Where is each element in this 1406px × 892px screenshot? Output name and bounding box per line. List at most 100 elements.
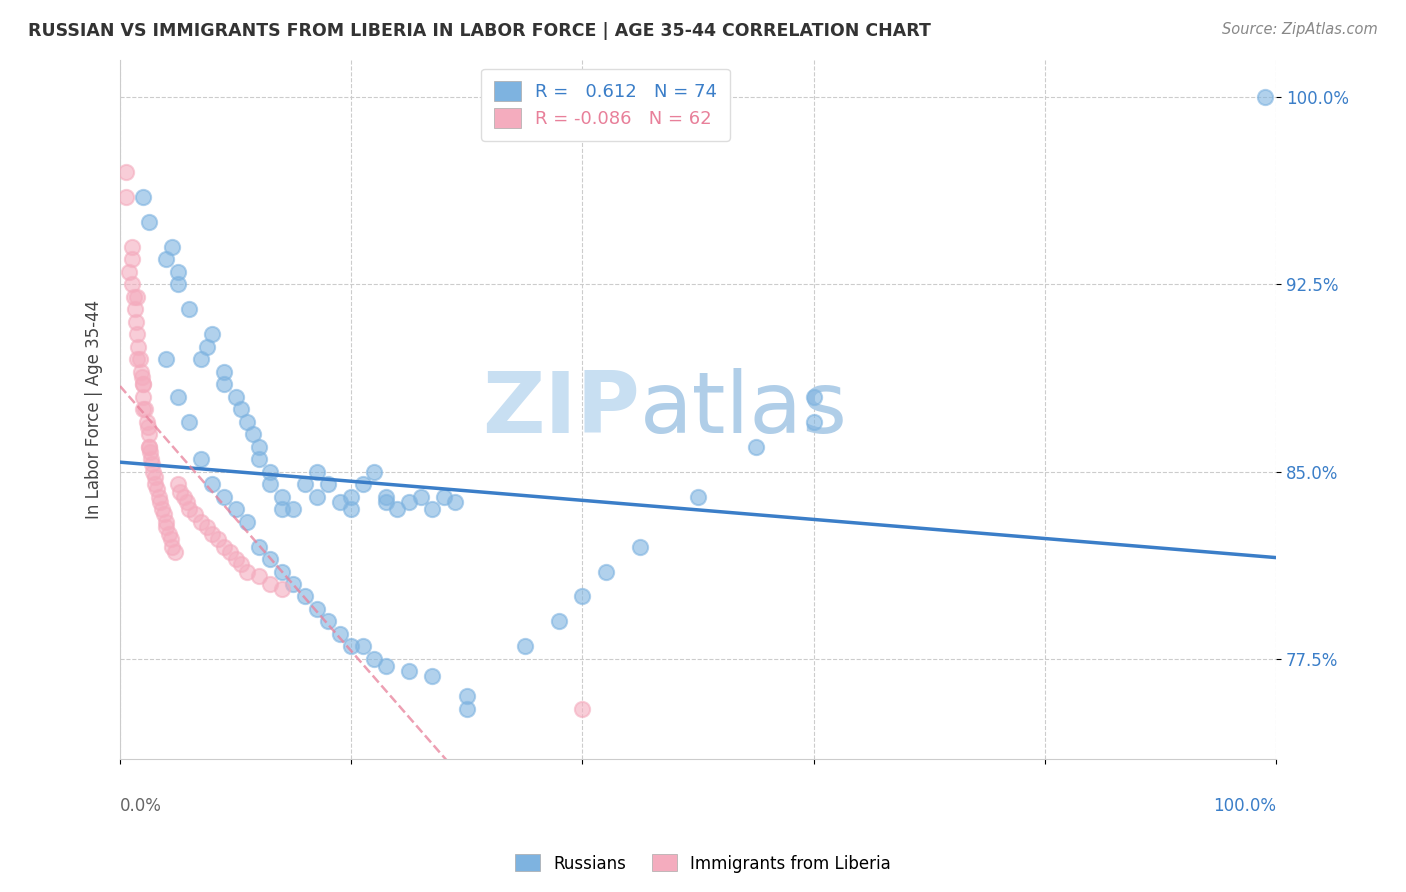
Point xyxy=(259,477,281,491)
Point xyxy=(125,315,148,329)
Point xyxy=(340,502,363,516)
Point xyxy=(166,390,188,404)
Point xyxy=(114,165,136,179)
Point xyxy=(212,540,235,554)
Point xyxy=(374,494,396,508)
Point xyxy=(352,640,374,654)
Point xyxy=(143,469,166,483)
Point xyxy=(201,527,224,541)
Point xyxy=(329,494,352,508)
Point xyxy=(155,252,177,267)
Point xyxy=(420,669,443,683)
Point xyxy=(127,327,149,342)
Point xyxy=(803,390,825,404)
Point xyxy=(129,365,152,379)
Point xyxy=(352,477,374,491)
Text: ZIP: ZIP xyxy=(482,368,640,450)
Point xyxy=(294,590,316,604)
Point xyxy=(195,340,218,354)
Point xyxy=(242,427,264,442)
Point xyxy=(201,327,224,342)
Point xyxy=(270,502,292,516)
Point xyxy=(166,277,188,292)
Point xyxy=(124,302,146,317)
Point xyxy=(225,502,247,516)
Point xyxy=(134,402,156,417)
Point xyxy=(329,627,352,641)
Text: Source: ZipAtlas.com: Source: ZipAtlas.com xyxy=(1222,22,1378,37)
Point xyxy=(247,540,270,554)
Point xyxy=(259,577,281,591)
Point xyxy=(1253,90,1275,104)
Point xyxy=(131,369,153,384)
Point xyxy=(270,565,292,579)
Point xyxy=(571,590,593,604)
Point xyxy=(127,290,149,304)
Point xyxy=(420,502,443,516)
Text: 0.0%: 0.0% xyxy=(120,797,162,815)
Point xyxy=(374,490,396,504)
Point xyxy=(190,515,212,529)
Point xyxy=(247,569,270,583)
Point xyxy=(155,352,177,367)
Point xyxy=(135,415,157,429)
Point xyxy=(305,602,328,616)
Text: RUSSIAN VS IMMIGRANTS FROM LIBERIA IN LABOR FORCE | AGE 35-44 CORRELATION CHART: RUSSIAN VS IMMIGRANTS FROM LIBERIA IN LA… xyxy=(28,22,931,40)
Point xyxy=(316,615,339,629)
Point xyxy=(294,477,316,491)
Point xyxy=(157,527,180,541)
Point xyxy=(141,457,163,471)
Point xyxy=(247,452,270,467)
Point xyxy=(149,494,172,508)
Point xyxy=(409,490,432,504)
Point xyxy=(138,440,160,454)
Point xyxy=(184,507,207,521)
Point xyxy=(127,352,149,367)
Point xyxy=(225,390,247,404)
Y-axis label: In Labor Force | Age 35-44: In Labor Force | Age 35-44 xyxy=(86,300,103,519)
Point xyxy=(398,665,420,679)
Point xyxy=(363,465,385,479)
Point xyxy=(138,215,160,229)
Point xyxy=(270,582,292,596)
Point xyxy=(207,532,229,546)
Point xyxy=(142,465,165,479)
Point xyxy=(236,515,259,529)
Point xyxy=(433,490,456,504)
Point xyxy=(132,390,155,404)
Point xyxy=(305,490,328,504)
Point xyxy=(225,552,247,566)
Point xyxy=(121,252,143,267)
Point xyxy=(132,377,155,392)
Point xyxy=(166,477,188,491)
Point xyxy=(128,352,150,367)
Point xyxy=(179,415,201,429)
Point xyxy=(132,190,155,204)
Point xyxy=(121,240,143,254)
Point xyxy=(153,507,176,521)
Point xyxy=(259,465,281,479)
Point xyxy=(283,502,305,516)
Point xyxy=(122,290,145,304)
Point xyxy=(190,352,212,367)
Point xyxy=(132,402,155,417)
Point xyxy=(212,365,235,379)
Text: atlas: atlas xyxy=(640,368,848,450)
Point xyxy=(231,402,253,417)
Point xyxy=(444,494,467,508)
Point xyxy=(305,465,328,479)
Point xyxy=(236,565,259,579)
Point xyxy=(155,515,177,529)
Point xyxy=(803,415,825,429)
Point xyxy=(160,532,183,546)
Point xyxy=(316,477,339,491)
Point xyxy=(686,490,709,504)
Point xyxy=(179,302,201,317)
Point xyxy=(201,477,224,491)
Point xyxy=(141,452,163,467)
Point xyxy=(218,544,240,558)
Point xyxy=(121,277,143,292)
Legend: R =   0.612   N = 74, R = -0.086   N = 62: R = 0.612 N = 74, R = -0.086 N = 62 xyxy=(481,69,730,141)
Point xyxy=(283,577,305,591)
Point xyxy=(195,519,218,533)
